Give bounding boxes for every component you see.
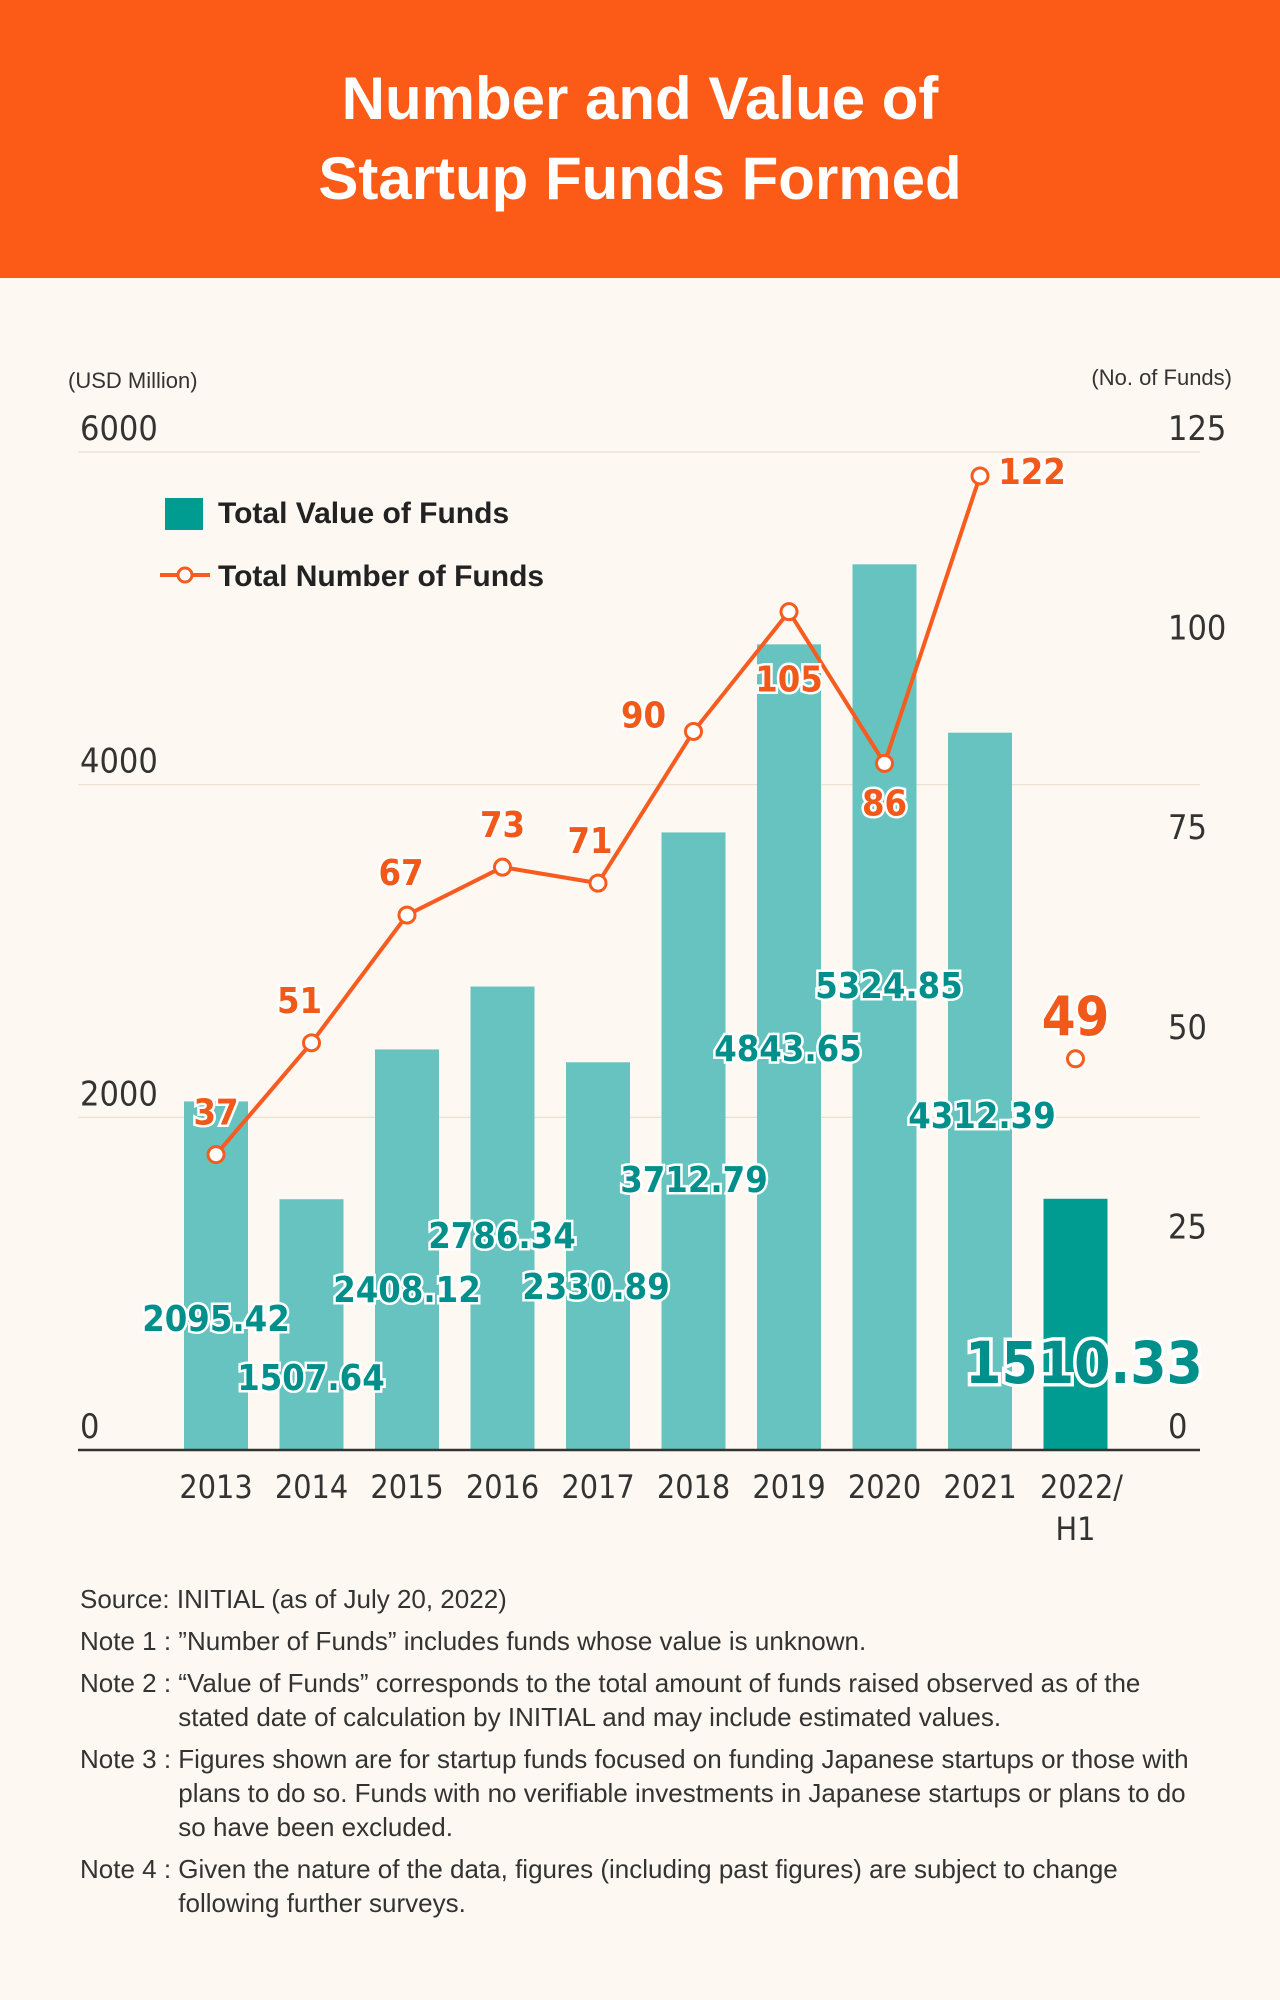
- note-1-label: Note 1 :: [80, 1626, 172, 1656]
- count-point-2014: [302, 1033, 321, 1053]
- legend-bar-swatch: [165, 498, 203, 530]
- count-label-2018: 90: [621, 695, 666, 736]
- right-axis-title: (No. of Funds): [1091, 365, 1232, 390]
- right-tick-25: 25: [1168, 1207, 1207, 1247]
- count-point-2013: [206, 1145, 226, 1165]
- left-tick-4000: 4000: [80, 742, 158, 782]
- bar-2018: [661, 832, 726, 1450]
- x-label-2018: 2018: [657, 1468, 730, 1506]
- right-tick-100: 100: [1168, 609, 1226, 649]
- bar-2017: [566, 1062, 630, 1450]
- value-label-2019: 4843.65: [714, 1029, 862, 1070]
- note-1-text: ”Number of Funds” includes funds whose v…: [178, 1626, 867, 1656]
- source-text: INITIAL (as of July 20, 2022): [176, 1584, 507, 1614]
- left-tick-6000: 6000: [80, 409, 158, 449]
- note-4: Note 4 : Given the nature of the data, f…: [80, 1852, 1210, 1920]
- left-tick-2000: 2000: [80, 1074, 158, 1114]
- note-1: Note 1 : ”Number of Funds” includes fund…: [80, 1624, 1210, 1658]
- count-label-2020: 86: [862, 783, 907, 824]
- bar-2022-H1: [1043, 1198, 1108, 1450]
- legend-line-marker: [176, 566, 194, 584]
- source-note: Source: INITIAL (as of July 20, 2022): [80, 1582, 1210, 1616]
- header-banner: Number and Value of Startup Funds Formed: [0, 0, 1280, 278]
- bar-2020: [852, 564, 917, 1450]
- count-point-2021: [970, 466, 990, 486]
- count-point-2019: [779, 602, 799, 622]
- notes-section: Source: INITIAL (as of July 20, 2022) No…: [80, 1582, 1210, 1928]
- bar-2014: [279, 1199, 344, 1450]
- x-label-2022-H1-line2: H1: [1056, 1510, 1096, 1548]
- value-label-2018: 3712.79: [620, 1160, 768, 1201]
- x-label-2013: 2013: [179, 1468, 252, 1506]
- note-2: Note 2 : “Value of Funds” corresponds to…: [80, 1666, 1210, 1734]
- right-tick-50: 50: [1168, 1008, 1207, 1048]
- note-2-label: Note 2 :: [80, 1668, 172, 1698]
- count-label-2017: 71: [567, 821, 612, 862]
- note-2-text: “Value of Funds” corresponds to the tota…: [178, 1668, 1141, 1732]
- title-line-1: Number and Value of: [341, 65, 939, 132]
- right-tick-0: 0: [1168, 1407, 1187, 1447]
- x-label-2022-H1: 2022/: [1040, 1468, 1123, 1506]
- count-label-2016: 73: [480, 805, 525, 846]
- value-label-2014: 1507.64: [237, 1358, 385, 1399]
- right-tick-125: 125: [1168, 409, 1226, 449]
- x-label-2020: 2020: [848, 1468, 921, 1506]
- x-label-2016: 2016: [466, 1468, 539, 1506]
- count-point-2018: [684, 721, 703, 741]
- value-label-2021: 4312.39: [908, 1096, 1056, 1137]
- count-point-2016: [493, 857, 512, 877]
- note-3-label: Note 3 :: [80, 1744, 172, 1774]
- count-point-2020: [875, 753, 894, 773]
- note-4-label: Note 4 :: [80, 1854, 172, 1884]
- bar-2016: [470, 986, 535, 1450]
- left-tick-0: 0: [80, 1407, 99, 1447]
- combo-chart: (USD Million) (No. of Funds) 0 2000 4000 6000…: [68, 365, 1232, 1548]
- count-label-2022-H1: 49: [1042, 985, 1110, 1048]
- count-label-2015: 67: [378, 853, 423, 894]
- count-label-2019: 105: [755, 660, 823, 701]
- x-label-2017: 2017: [561, 1468, 634, 1506]
- source-label: Source:: [80, 1584, 170, 1614]
- count-point-2022-H1: [1066, 1049, 1085, 1069]
- x-label-2019: 2019: [752, 1468, 825, 1506]
- value-label-2020: 5324.85: [815, 966, 963, 1007]
- count-label-2021: 122: [998, 452, 1066, 493]
- x-label-2014: 2014: [275, 1468, 348, 1506]
- bar-2015: [375, 1049, 439, 1450]
- note-4-text: Given the nature of the data, figures (i…: [178, 1854, 1118, 1918]
- note-3: Note 3 : Figures shown are for startup f…: [80, 1742, 1210, 1844]
- bar-2019: [757, 644, 821, 1450]
- count-label-2014: 51: [277, 981, 322, 1022]
- bar-2021: [948, 732, 1012, 1450]
- left-axis-title: (USD Million): [68, 368, 198, 393]
- count-point-2015: [397, 905, 417, 925]
- count-point-2017: [588, 873, 608, 893]
- value-label-2016: 2786.34: [428, 1216, 576, 1257]
- count-label-2013: 37: [193, 1093, 238, 1134]
- value-label-2022-H1: 1510.33: [965, 1329, 1203, 1397]
- value-label-2015: 2408.12: [333, 1270, 481, 1311]
- title-line-2: Startup Funds Formed: [318, 145, 962, 212]
- x-label-2021: 2021: [943, 1468, 1016, 1506]
- legend-line-label: Total Number of Funds: [218, 560, 544, 593]
- value-label-2013: 2095.42: [142, 1299, 290, 1340]
- legend-bar-label: Total Value of Funds: [218, 497, 509, 530]
- value-label-2017: 2330.89: [522, 1267, 670, 1308]
- x-label-2015: 2015: [370, 1468, 443, 1506]
- right-tick-75: 75: [1168, 808, 1207, 848]
- note-3-text: Figures shown are for startup funds focu…: [178, 1744, 1189, 1842]
